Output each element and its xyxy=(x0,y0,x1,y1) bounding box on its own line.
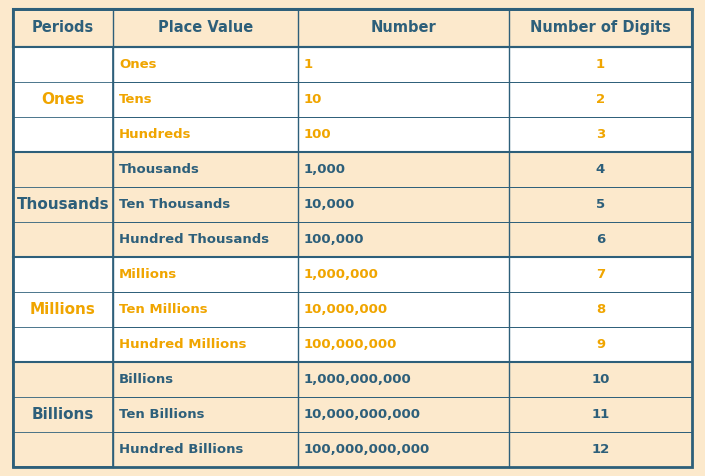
Text: Hundred Millions: Hundred Millions xyxy=(119,338,247,351)
Bar xyxy=(13,327,692,362)
Text: Number: Number xyxy=(371,20,436,36)
Bar xyxy=(13,292,692,327)
Text: 11: 11 xyxy=(591,408,610,421)
Text: 7: 7 xyxy=(596,268,605,281)
Text: 100,000,000: 100,000,000 xyxy=(304,338,397,351)
Bar xyxy=(13,188,692,222)
Text: 1: 1 xyxy=(596,59,605,71)
Text: Ten Billions: Ten Billions xyxy=(119,408,204,421)
Bar xyxy=(13,362,114,467)
Text: 6: 6 xyxy=(596,233,605,247)
Text: Millions: Millions xyxy=(119,268,177,281)
Text: 100,000: 100,000 xyxy=(304,233,364,247)
Text: Tens: Tens xyxy=(119,93,152,106)
Text: 10: 10 xyxy=(591,373,610,387)
Text: 1,000,000: 1,000,000 xyxy=(304,268,379,281)
Text: Number of Digits: Number of Digits xyxy=(530,20,671,36)
Bar xyxy=(13,152,114,258)
Text: Billions: Billions xyxy=(119,373,174,387)
Text: Ones: Ones xyxy=(42,92,85,108)
Text: 3: 3 xyxy=(596,129,605,141)
Text: Place Value: Place Value xyxy=(158,20,253,36)
Bar xyxy=(13,362,692,397)
Text: Thousands: Thousands xyxy=(17,198,109,212)
Text: 10,000: 10,000 xyxy=(304,198,355,211)
Text: Hundred Thousands: Hundred Thousands xyxy=(119,233,269,247)
Text: 1,000,000,000: 1,000,000,000 xyxy=(304,373,412,387)
Text: 12: 12 xyxy=(591,444,610,456)
Text: Ones: Ones xyxy=(119,59,157,71)
Text: Hundreds: Hundreds xyxy=(119,129,192,141)
Text: 1: 1 xyxy=(304,59,313,71)
Text: Ten Millions: Ten Millions xyxy=(119,303,207,317)
Text: Ten Thousands: Ten Thousands xyxy=(119,198,230,211)
Bar xyxy=(13,118,692,152)
Text: 2: 2 xyxy=(596,93,605,106)
Bar xyxy=(13,222,692,258)
Bar xyxy=(13,258,114,362)
Bar xyxy=(13,152,692,188)
Bar xyxy=(13,258,692,292)
Text: 100: 100 xyxy=(304,129,331,141)
Text: 10,000,000: 10,000,000 xyxy=(304,303,388,317)
Text: Hundred Billions: Hundred Billions xyxy=(119,444,243,456)
Text: Billions: Billions xyxy=(32,407,94,422)
Bar xyxy=(13,9,692,47)
Bar xyxy=(13,47,114,152)
Bar xyxy=(13,82,692,118)
Text: Millions: Millions xyxy=(30,302,96,317)
Bar xyxy=(13,47,692,82)
Text: 5: 5 xyxy=(596,198,605,211)
Text: Thousands: Thousands xyxy=(119,163,200,177)
Text: 100,000,000,000: 100,000,000,000 xyxy=(304,444,430,456)
Text: Periods: Periods xyxy=(32,20,94,36)
Text: 10: 10 xyxy=(304,93,322,106)
Bar xyxy=(13,432,692,467)
Text: 4: 4 xyxy=(596,163,605,177)
Bar xyxy=(13,397,692,432)
Text: 8: 8 xyxy=(596,303,605,317)
Text: 10,000,000,000: 10,000,000,000 xyxy=(304,408,421,421)
Text: 9: 9 xyxy=(596,338,605,351)
Text: 1,000: 1,000 xyxy=(304,163,345,177)
